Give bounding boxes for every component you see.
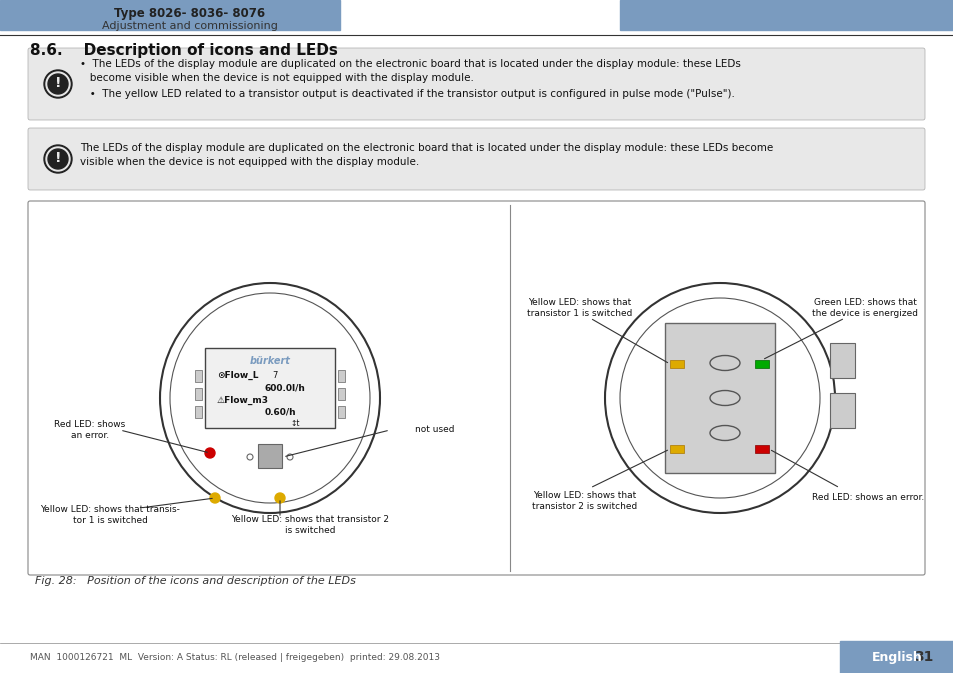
Bar — [669, 360, 683, 368]
Text: not used: not used — [415, 425, 454, 435]
Text: Type 8026- 8036- 8076: Type 8026- 8036- 8076 — [114, 7, 265, 20]
Bar — [840, 641, 953, 673]
Text: MAN  1000126721  ML  Version: A Status: RL (released | freigegeben)  printed: 29: MAN 1000126721 ML Version: A Status: RL … — [30, 653, 439, 662]
Bar — [194, 406, 202, 418]
Bar — [829, 343, 854, 378]
Text: 7: 7 — [272, 371, 277, 380]
Bar — [337, 388, 345, 400]
Text: Green LED: shows that
the device is energized: Green LED: shows that the device is ener… — [811, 298, 917, 318]
FancyBboxPatch shape — [28, 128, 924, 190]
Text: bürkert: bürkert — [708, 7, 790, 26]
Text: English: English — [871, 651, 922, 664]
Bar — [669, 445, 683, 453]
Bar — [664, 323, 774, 473]
Circle shape — [210, 493, 220, 503]
Bar — [194, 370, 202, 382]
Bar — [754, 445, 768, 453]
Bar — [829, 393, 854, 428]
Circle shape — [44, 70, 71, 98]
Bar — [718, 3, 721, 7]
Text: •  The LEDs of the display module are duplicated on the electronic board that is: • The LEDs of the display module are dup… — [80, 59, 740, 69]
Text: !: ! — [54, 151, 61, 165]
Text: FLUID CONTROL SYSTEMS: FLUID CONTROL SYSTEMS — [704, 24, 794, 30]
Circle shape — [46, 147, 70, 171]
Circle shape — [46, 72, 70, 96]
Text: bürkert: bürkert — [250, 356, 290, 366]
Text: visible when the device is not equipped with the display module.: visible when the device is not equipped … — [80, 157, 418, 167]
Text: 31: 31 — [913, 650, 933, 664]
Text: become visible when the device is not equipped with the display module.: become visible when the device is not eq… — [80, 73, 474, 83]
Bar — [337, 370, 345, 382]
Text: !: ! — [54, 76, 61, 90]
Text: Yellow LED: shows that transis-
tor 1 is switched: Yellow LED: shows that transis- tor 1 is… — [40, 505, 180, 525]
FancyBboxPatch shape — [28, 201, 924, 575]
Text: 600.0l/h: 600.0l/h — [265, 384, 306, 392]
Bar — [729, 3, 733, 7]
Circle shape — [274, 493, 285, 503]
Bar — [754, 360, 768, 368]
Circle shape — [48, 74, 68, 94]
Circle shape — [48, 149, 68, 169]
Text: 0.60/h: 0.60/h — [265, 407, 296, 417]
Text: The LEDs of the display module are duplicated on the electronic board that is lo: The LEDs of the display module are dupli… — [80, 143, 773, 153]
Text: Red LED: shows an error.: Red LED: shows an error. — [811, 493, 923, 503]
Text: ⚠Flow_m3: ⚠Flow_m3 — [216, 396, 269, 404]
Bar — [194, 388, 202, 400]
Text: 8.6.    Description of icons and LEDs: 8.6. Description of icons and LEDs — [30, 44, 337, 59]
Bar — [337, 406, 345, 418]
Bar — [619, 0, 953, 30]
Text: Yellow LED: shows that
transistor 2 is switched: Yellow LED: shows that transistor 2 is s… — [532, 491, 637, 511]
Text: Red LED: shows
an error.: Red LED: shows an error. — [54, 421, 126, 439]
Circle shape — [44, 145, 71, 173]
Text: Yellow LED: shows that
transistor 1 is switched: Yellow LED: shows that transistor 1 is s… — [527, 298, 632, 318]
Text: Yellow LED: shows that transistor 2
is switched: Yellow LED: shows that transistor 2 is s… — [231, 516, 389, 535]
Text: ↕t: ↕t — [290, 419, 299, 427]
Text: •  The yellow LED related to a transistor output is deactivated if the transisto: • The yellow LED related to a transistor… — [80, 89, 734, 99]
Bar — [723, 3, 727, 7]
Circle shape — [205, 448, 214, 458]
Bar — [205, 348, 335, 428]
Text: Adjustment and commissioning: Adjustment and commissioning — [102, 21, 277, 31]
FancyBboxPatch shape — [28, 48, 924, 120]
Bar — [741, 3, 771, 7]
Text: ⊙Flow_L: ⊙Flow_L — [216, 370, 258, 380]
Bar — [735, 3, 740, 7]
Bar — [257, 444, 282, 468]
Text: Fig. 28:   Position of the icons and description of the LEDs: Fig. 28: Position of the icons and descr… — [35, 576, 355, 586]
Bar — [0, 0, 339, 30]
